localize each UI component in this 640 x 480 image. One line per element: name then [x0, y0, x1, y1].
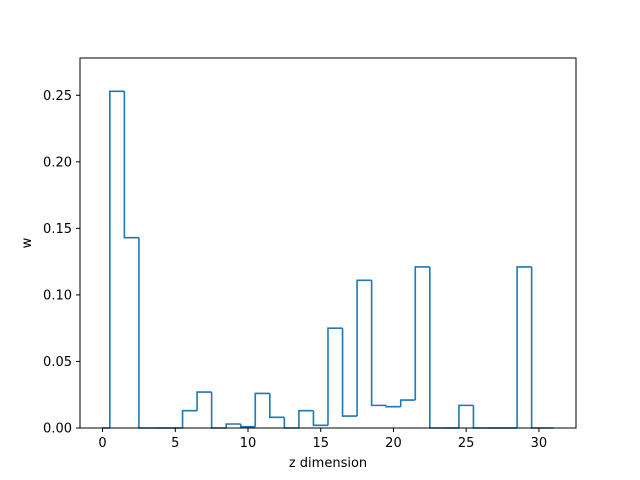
- histogram-bin: [341, 328, 358, 417]
- y-tick-label: 0.05: [43, 355, 72, 370]
- x-tick-label: 5: [171, 436, 179, 451]
- y-axis-label: w: [20, 237, 35, 248]
- x-axis-ticks: 0 5 10 15 20 25 30: [98, 428, 547, 451]
- x-tick-label: 0: [98, 436, 106, 451]
- x-tick-label: 10: [240, 436, 257, 451]
- histogram-bin: [239, 424, 256, 428]
- y-axis-ticks: 0.00 0.05 0.10 0.15 0.20 0.25: [43, 89, 80, 437]
- histogram-bin: [356, 279, 372, 417]
- axes-frame: [79, 57, 577, 429]
- y-tick-label: 0.10: [43, 288, 72, 303]
- histogram-bin: [312, 410, 328, 427]
- histogram-bin: [269, 393, 285, 419]
- x-tick-label: 20: [385, 436, 402, 451]
- histogram-bin: [254, 392, 270, 427]
- histogram-bin: [109, 90, 125, 428]
- histogram-bin: [385, 405, 401, 408]
- histogram-bin: [516, 266, 532, 428]
- y-tick-label: 0.15: [43, 222, 72, 237]
- y-tick-label: 0.20: [43, 155, 72, 170]
- histogram-bin: [399, 399, 416, 407]
- histogram-bin: [370, 280, 387, 407]
- histogram-bin: [414, 266, 430, 401]
- histogram-bin: [298, 409, 314, 428]
- histogram-bin: [181, 409, 198, 428]
- histogram-bin: [196, 391, 212, 411]
- x-tick-label: 15: [312, 436, 329, 451]
- histogram-bin: [225, 423, 241, 428]
- histogram-bin: [123, 91, 139, 239]
- histogram-bin: [327, 327, 343, 426]
- x-axis-label: z dimension: [289, 456, 367, 471]
- y-tick-label: 0.25: [43, 89, 72, 104]
- x-tick-label: 30: [531, 436, 548, 451]
- x-tick-label: 25: [458, 436, 475, 451]
- y-tick-label: 0.00: [43, 422, 72, 437]
- histogram-bin: [458, 404, 474, 428]
